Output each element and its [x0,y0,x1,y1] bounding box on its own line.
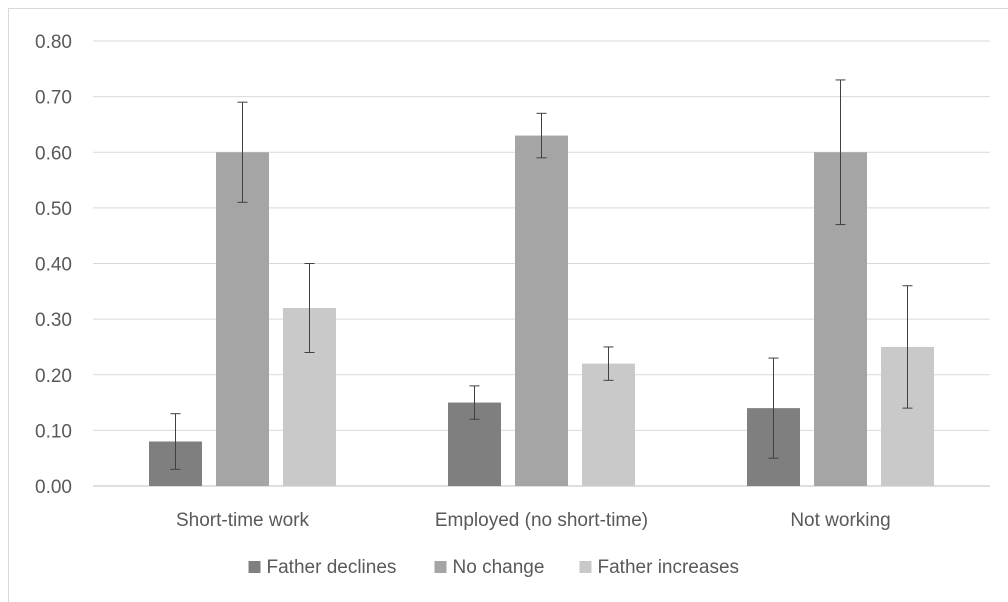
bar-1-1 [515,135,568,486]
y-tick-label-8: 0.80 [35,32,72,53]
y-tick-label-0: 0.00 [35,477,72,498]
legend-swatch-1 [434,561,447,573]
y-tick-label-4: 0.40 [35,255,72,276]
x-category-label-1: Employed (no short-time) [435,510,648,531]
legend-swatch-0 [248,561,261,573]
bar-1-2 [582,363,635,486]
legend-label-1: No change [453,557,545,578]
legend-label-2: Father increases [598,557,740,578]
y-tick-label-2: 0.20 [35,366,72,387]
y-tick-label-7: 0.70 [35,88,72,109]
legend-label-0: Father declines [267,557,397,578]
x-category-label-0: Short-time work [176,510,310,531]
y-tick-label-1: 0.10 [35,421,72,442]
chart-frame [8,8,1008,602]
legend-swatch-2 [579,561,592,573]
y-tick-label-5: 0.50 [35,199,72,220]
y-tick-label-3: 0.30 [35,310,72,331]
x-category-label-2: Not working [790,510,890,531]
bar-0-1 [216,152,269,486]
y-tick-label-6: 0.60 [35,143,72,164]
